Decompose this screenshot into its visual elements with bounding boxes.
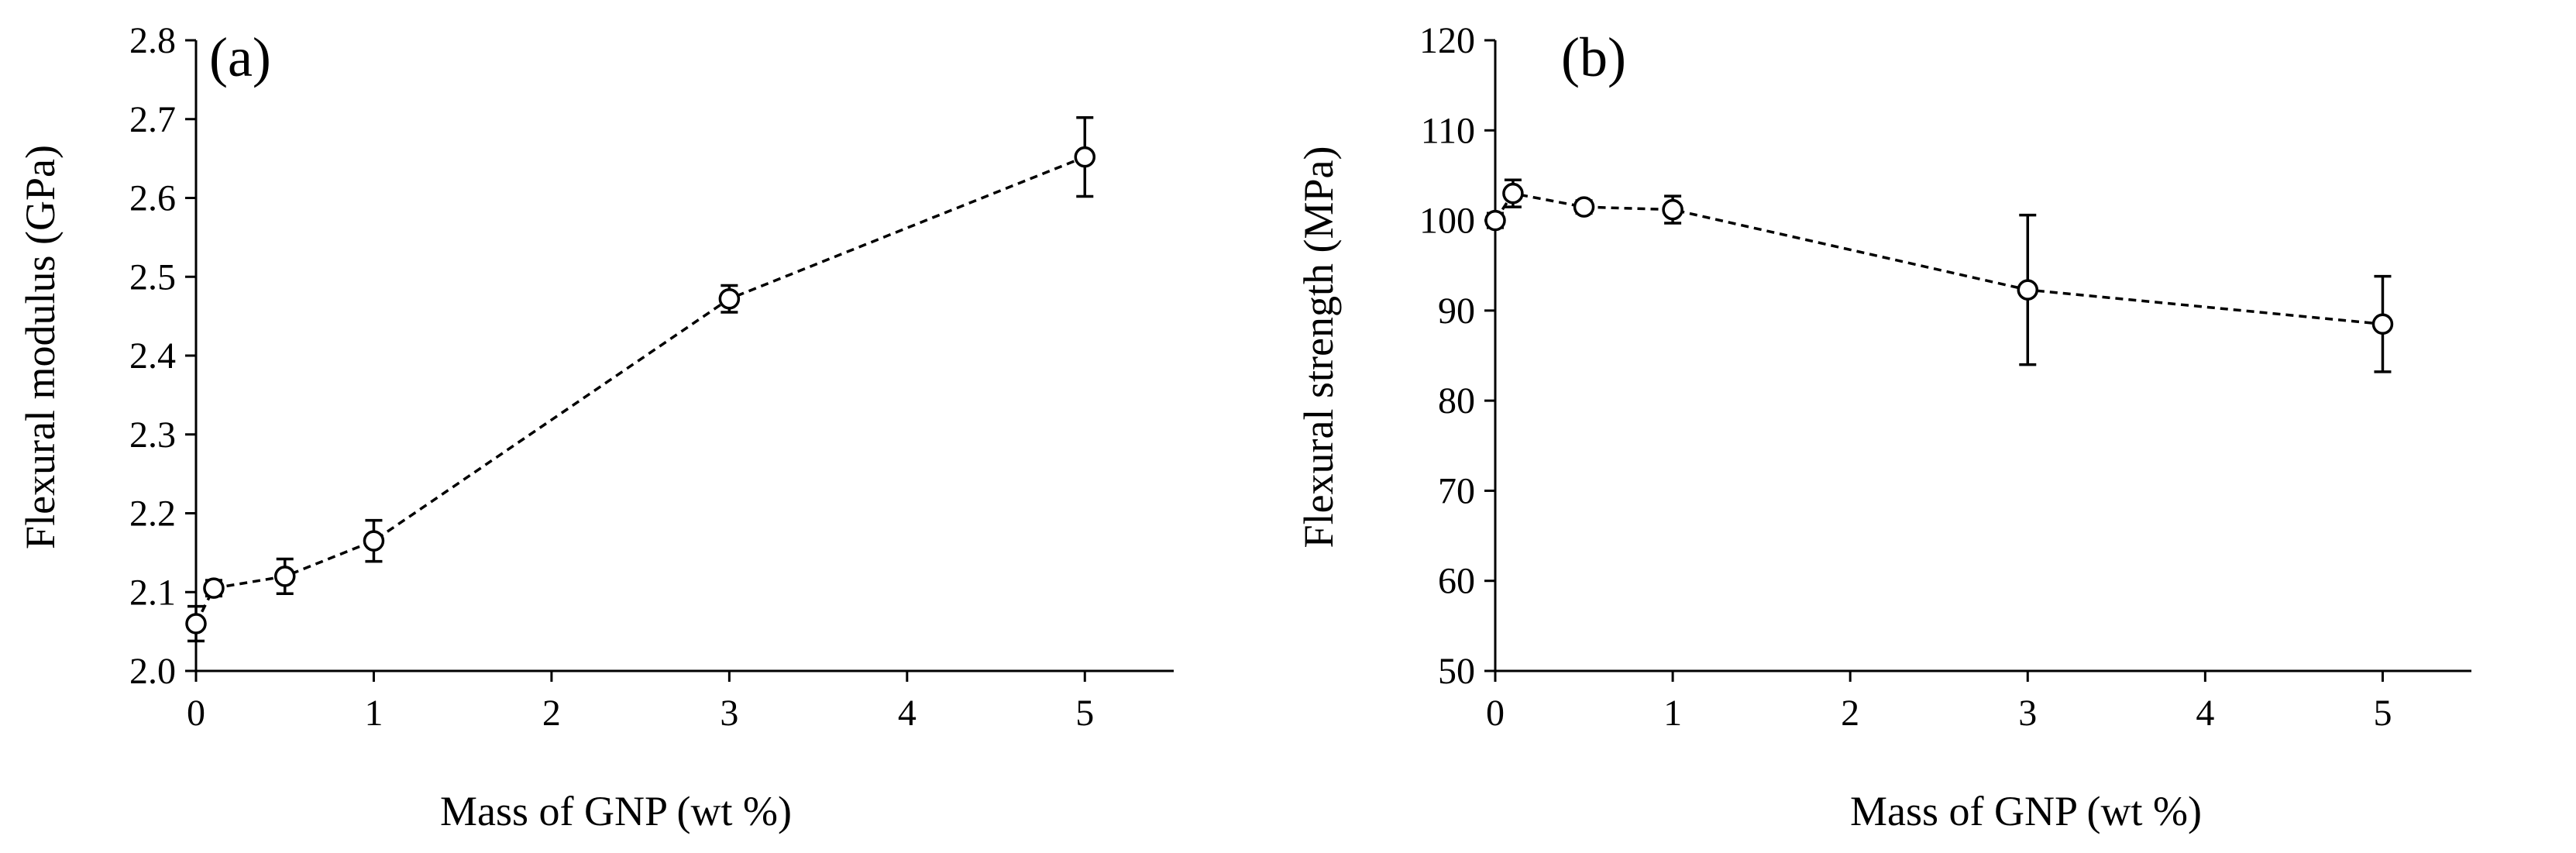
y-tick-label-a: 2.7 (129, 99, 176, 140)
y-tick-label-b: 80 (1438, 380, 1475, 421)
y-tick-label-a: 2.5 (129, 256, 176, 298)
series-line-b (1494, 191, 2383, 326)
y-tick-label-b: 70 (1438, 470, 1475, 511)
data-point-a (203, 577, 225, 599)
y-tick-label-a: 2.6 (129, 178, 176, 219)
data-point-b (2371, 313, 2394, 335)
chart-flexural-strength: (b) Flexural strength (MPa) Mass of GNP … (1295, 20, 2471, 834)
x-tick-label-b: 1 (1663, 693, 1682, 734)
x-axis-title-b: Mass of GNP (wt %) (1850, 788, 2202, 834)
x-tick-label-a: 0 (187, 693, 205, 734)
y-axis-title-b: Flexural strength (MPa) (1295, 146, 1342, 549)
data-point-a (185, 613, 207, 635)
x-tick-label-a: 1 (364, 693, 383, 734)
x-tick-label-a: 5 (1075, 693, 1094, 734)
x-tick-label-a: 2 (542, 693, 561, 734)
x-axis-title-a: Mass of GNP (wt %) (440, 788, 792, 834)
x-tick-label-a: 4 (898, 693, 917, 734)
y-axis-title-a: Flexural modulus (GPa) (17, 145, 64, 549)
y-tick-label-a: 2.4 (129, 335, 176, 377)
series-line-a (194, 155, 1085, 624)
x-tick-label-b: 4 (2196, 693, 2214, 734)
y-tick-label-b: 120 (1419, 20, 1475, 61)
y-tick-label-a: 2.8 (129, 20, 176, 61)
data-point-a (1074, 146, 1096, 168)
x-tick-label-b: 0 (1486, 693, 1505, 734)
y-tick-label-a: 2.0 (129, 651, 176, 692)
data-point-b (2017, 279, 2039, 301)
chart-flexural-modulus: (a) Flexural modulus (GPa) Mass of GNP (… (17, 20, 1174, 834)
data-point-a (273, 566, 296, 587)
x-tick-label-b: 3 (2018, 693, 2037, 734)
y-tick-label-a: 2.2 (129, 494, 176, 535)
data-point-b (1662, 198, 1684, 221)
panel-label-b: (b) (1561, 26, 1626, 88)
panel-label-a: (a) (209, 26, 271, 88)
y-tick-label-b: 100 (1419, 201, 1475, 242)
y-tick-label-b: 110 (1421, 110, 1475, 151)
y-tick-label-b: 50 (1438, 651, 1475, 692)
y-tick-label-b: 60 (1438, 561, 1475, 602)
y-tick-label-b: 90 (1438, 291, 1475, 332)
data-point-b (1502, 182, 1524, 205)
data-point-b (1484, 209, 1506, 232)
y-tick-label-a: 2.3 (129, 414, 176, 456)
x-tick-label-b: 2 (1841, 693, 1859, 734)
y-tick-label-a: 2.1 (129, 572, 176, 613)
x-tick-label-a: 3 (720, 693, 738, 734)
data-point-b (1573, 196, 1595, 218)
data-point-a (718, 287, 741, 310)
x-tick-label-b: 5 (2373, 693, 2392, 734)
data-point-a (363, 530, 385, 552)
